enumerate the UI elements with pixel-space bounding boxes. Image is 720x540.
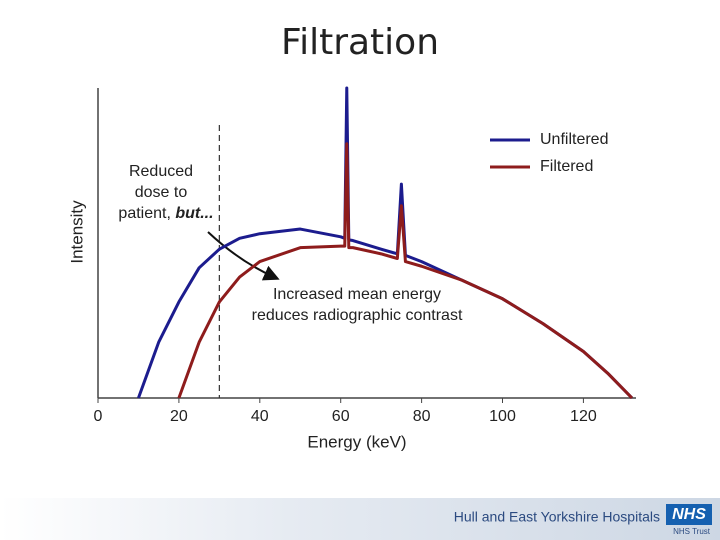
y-axis-label: Intensity bbox=[67, 200, 86, 264]
annotation-emphasis: but... bbox=[175, 205, 213, 222]
x-axis-label: Energy (keV) bbox=[307, 432, 406, 451]
annotation: Increased mean energy bbox=[273, 286, 441, 303]
annotation: Reduced bbox=[129, 163, 193, 180]
x-tick-label: 0 bbox=[94, 408, 103, 425]
footer-band bbox=[0, 498, 720, 540]
nhs-logo-text: NHS bbox=[672, 506, 706, 523]
annotation: dose to bbox=[135, 184, 188, 201]
x-tick-label: 20 bbox=[170, 408, 188, 425]
x-tick-label: 80 bbox=[413, 408, 431, 425]
x-tick-label: 40 bbox=[251, 408, 269, 425]
legend-label: Unfiltered bbox=[540, 131, 608, 148]
annotation: reduces radiographic contrast bbox=[252, 307, 463, 324]
footer-trust: NHS Trust bbox=[673, 527, 711, 536]
series-line bbox=[177, 142, 634, 400]
nhs-logo bbox=[666, 504, 712, 525]
footer-organisation: Hull and East Yorkshire Hospitals bbox=[454, 509, 660, 525]
arrow bbox=[207, 231, 280, 281]
slide-title: Filtration bbox=[281, 22, 439, 63]
legend-label: Filtered bbox=[540, 158, 593, 175]
x-tick-label: 60 bbox=[332, 408, 350, 425]
annotation-part: patient, bbox=[118, 205, 175, 222]
x-tick-label: 120 bbox=[570, 408, 597, 425]
x-tick-label: 100 bbox=[489, 408, 516, 425]
annotation: patient, but... bbox=[118, 205, 213, 222]
